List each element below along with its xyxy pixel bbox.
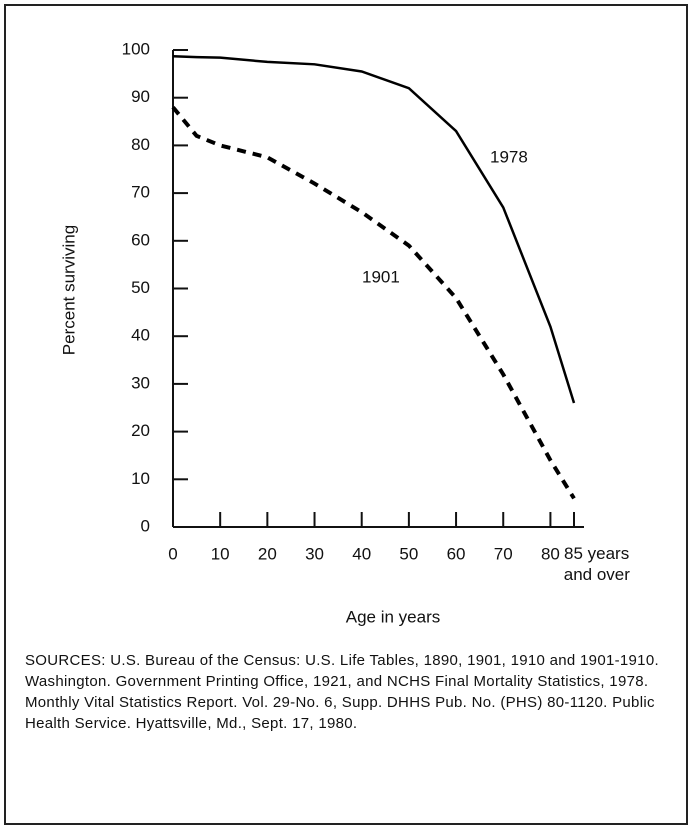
y-tick-label: 20 <box>131 421 150 440</box>
y-tick-label: 40 <box>131 326 150 345</box>
x-tick-label: 80 <box>541 544 560 563</box>
frame <box>4 4 688 825</box>
source-note: SOURCES: U.S. Bureau of the Census: U.S.… <box>25 652 659 732</box>
series-label: 1901 <box>362 267 400 286</box>
line <box>172 54 576 404</box>
x-tick-label: 20 <box>258 544 277 563</box>
y-tick-label: 0 <box>141 516 150 535</box>
y-tick-label: 60 <box>131 230 150 249</box>
x-tick-label: 10 <box>211 544 230 563</box>
x-axis-title: Age in years <box>346 607 441 626</box>
y-tick-label: 30 <box>131 373 150 392</box>
x-tick-label: 60 <box>447 544 466 563</box>
y-tick-label: 10 <box>131 469 150 488</box>
line <box>171 105 576 500</box>
x-tick-label: 0 <box>168 544 177 563</box>
y-tick-label: 100 <box>122 39 150 58</box>
x-tick-label: 50 <box>399 544 418 563</box>
x-tick-label: 30 <box>305 544 324 563</box>
y-tick-label: 80 <box>131 135 150 154</box>
note-box: SOURCES: U.S. Bureau of the Census: U.S.… <box>25 652 659 732</box>
y-tick-label: 50 <box>131 278 150 297</box>
x-tick-label: 70 <box>494 544 513 563</box>
y-tick-label: 70 <box>131 183 150 202</box>
x-tick-label: 85 years and over <box>564 544 634 584</box>
y-tick-label: 90 <box>131 87 150 106</box>
x-tick-label: 40 <box>352 544 371 563</box>
y-axis-title: Percent surviving <box>59 225 78 355</box>
series-label: 1978 <box>490 147 528 166</box>
